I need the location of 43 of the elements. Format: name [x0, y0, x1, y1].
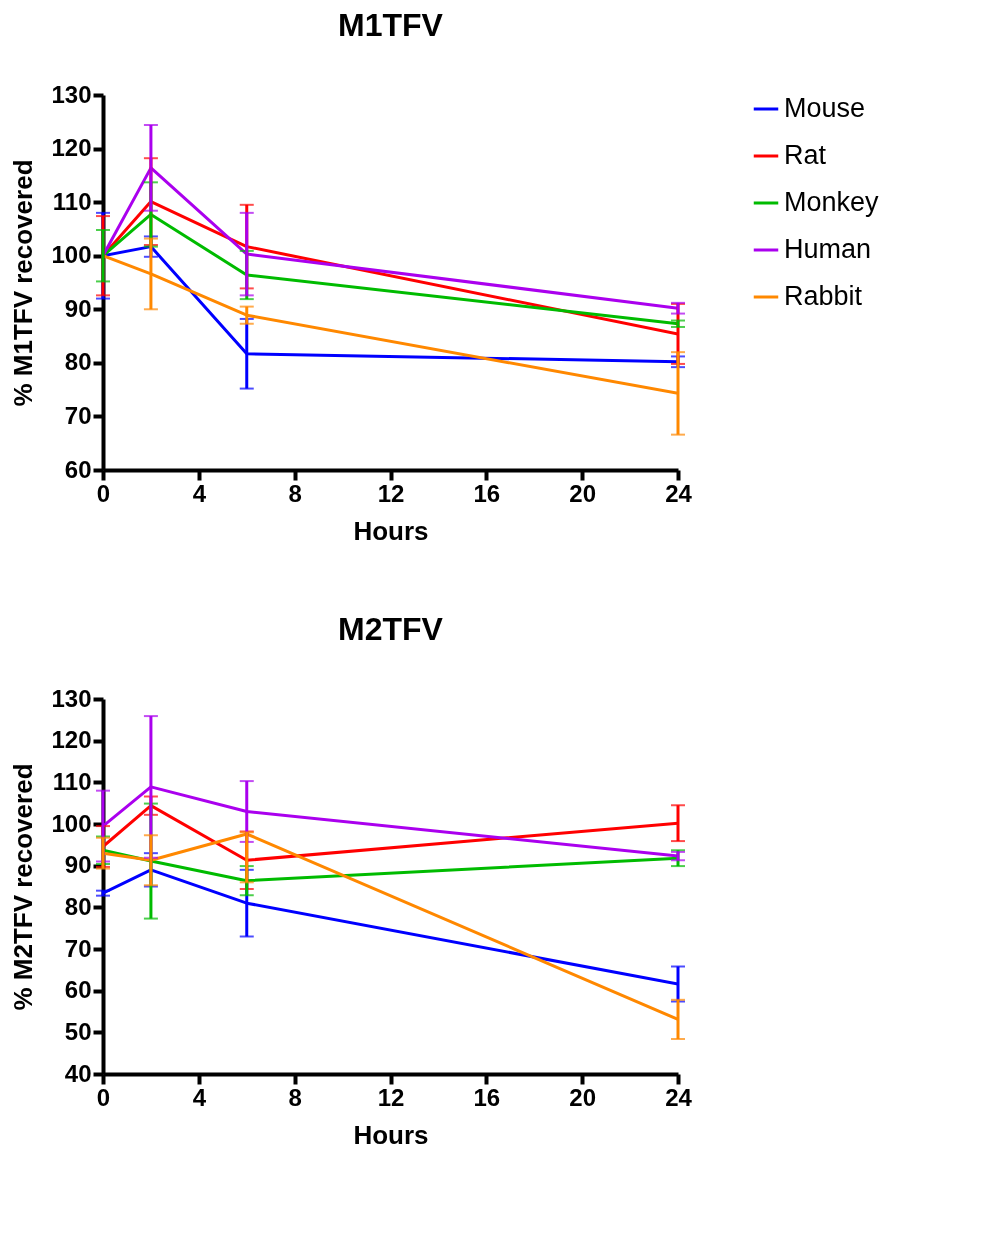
y-tick-label: 90: [64, 294, 92, 322]
x-tick-label: 4: [192, 1083, 207, 1111]
x-tick-label: 16: [473, 1083, 501, 1111]
chart-title: M2TFV: [338, 611, 444, 647]
y-tick-label: 60: [64, 976, 92, 1004]
x-tick-label: 4: [192, 479, 207, 507]
chart-title: M1TFV: [338, 7, 444, 43]
legend-label: Monkey: [784, 187, 880, 217]
x-axis-title: Hours: [353, 1119, 429, 1150]
x-tick-label: 12: [377, 479, 405, 507]
x-tick-label: 12: [377, 1083, 405, 1111]
x-tick-label: 20: [569, 1083, 597, 1111]
x-tick-label: 24: [665, 1083, 693, 1111]
y-tick-label: 110: [52, 767, 92, 795]
y-tick-label: 100: [51, 809, 92, 837]
x-tick-label: 0: [96, 479, 111, 507]
y-tick-label: 120: [51, 134, 92, 162]
x-tick-label: 0: [96, 1083, 111, 1111]
x-tick-label: 8: [288, 1083, 302, 1111]
y-tick-label: 70: [64, 401, 92, 429]
y-tick-label: 80: [64, 892, 92, 920]
x-tick-label: 24: [665, 479, 693, 507]
y-tick-label: 100: [51, 241, 92, 269]
y-tick-label: 90: [64, 851, 92, 879]
legend-label: Mouse: [784, 93, 866, 123]
x-tick-label: 8: [288, 479, 302, 507]
x-axis-title: Hours: [353, 515, 429, 546]
legend-label: Rabbit: [784, 281, 863, 311]
y-tick-label: 120: [51, 726, 92, 754]
legend-label: Rat: [784, 140, 827, 170]
y-tick-label: 50: [64, 1017, 92, 1045]
x-tick-label: 20: [569, 479, 597, 507]
y-tick-label: 130: [51, 80, 92, 108]
y-tick-label: 70: [64, 934, 92, 962]
y-tick-label: 130: [51, 684, 92, 712]
y-tick-label: 40: [64, 1059, 92, 1087]
y-tick-label: 80: [64, 348, 92, 376]
y-axis-title: % M1TFV recovered: [8, 159, 39, 407]
y-axis-title: % M2TFV recovered: [8, 763, 39, 1011]
y-tick-label: 110: [52, 187, 92, 215]
x-tick-label: 16: [473, 479, 501, 507]
legend-label: Human: [784, 234, 872, 264]
y-tick-label: 60: [64, 455, 92, 483]
